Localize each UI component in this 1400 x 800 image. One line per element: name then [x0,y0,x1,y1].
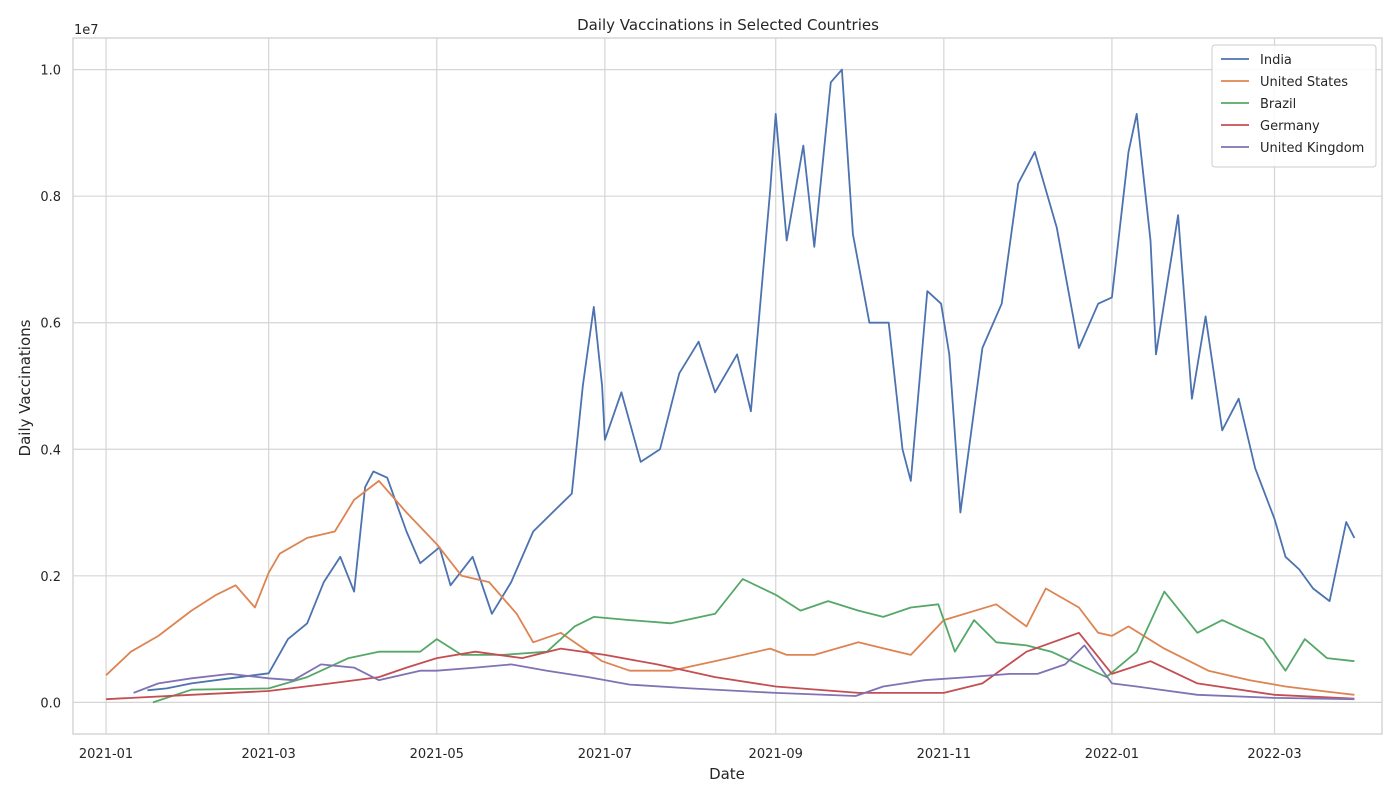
series-line-united-kingdom [133,644,1355,701]
x-tick-label: 2022-03 [1247,747,1301,762]
y-tick-label: 0.0 [40,696,61,711]
y-tick-label: 0.4 [40,443,61,458]
y-tick-label: 1.0 [40,64,61,79]
x-tick-label: 2022-01 [1085,747,1139,762]
series-line-brazil [152,578,1355,704]
x-tick-label: 2021-09 [749,747,803,762]
y-axis-label: Daily Vaccinations [16,319,34,456]
legend-label: United Kingdom [1260,141,1364,156]
series-line-india [147,68,1356,692]
y-tick-label: 0.8 [40,190,61,205]
series-line-germany [106,631,1355,701]
legend-label: Brazil [1260,97,1296,112]
x-tick-label: 2021-11 [917,747,971,762]
legend-box [1211,44,1377,168]
legend: India United States Brazil Germany United Ki… [1211,44,1377,168]
y-tick-label: 0.6 [40,317,61,332]
x-tick-label: 2021-03 [241,747,295,762]
legend-label: United States [1260,75,1348,90]
series-line-united-states [105,480,1355,696]
x-axis-label: Date [709,765,745,783]
y-offset-label: 1e7 [74,23,99,38]
legend-label: India [1260,53,1292,68]
y-tick-label: 0.2 [40,570,61,585]
axis-ticks: 2021-01 2021-03 2021-05 2021-07 2021-09 2021-… [40,64,1301,762]
plot-area [105,68,1356,704]
chart-title: Daily Vaccinations in Selected Countries [577,16,879,34]
x-tick-label: 2021-07 [578,747,632,762]
grid [72,37,1383,735]
plot-frame [72,37,1383,735]
x-tick-label: 2021-05 [410,747,464,762]
legend-label: Germany [1260,119,1320,134]
x-tick-label: 2021-01 [79,747,133,762]
